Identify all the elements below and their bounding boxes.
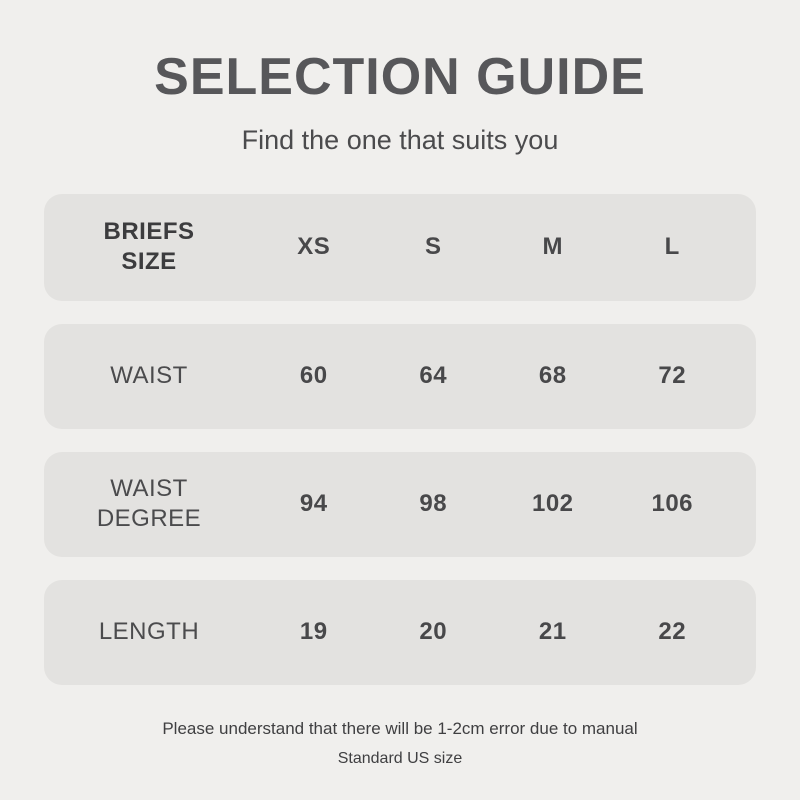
waist-value-m: 68 xyxy=(538,362,567,390)
length-value-xs: 19 xyxy=(299,618,328,646)
waist-value-xs: 60 xyxy=(299,362,328,390)
size-header-l: L xyxy=(664,233,680,261)
length-value-s: 20 xyxy=(419,618,448,646)
table-row-length: LENGTH 19 20 21 22 xyxy=(44,579,756,685)
footer-error-note: Please understand that there will be 1-2… xyxy=(162,718,638,738)
page-subtitle: Find the one that suits you xyxy=(241,124,559,155)
waist-degree-value-m: 102 xyxy=(531,490,574,518)
footer-note: Please understand that there will be 1-2… xyxy=(162,719,637,768)
size-header-s: S xyxy=(424,233,442,261)
row-label-waist: WAIST xyxy=(110,362,188,390)
waist-degree-value-l: 106 xyxy=(651,490,694,518)
row-label-length: LENGTH xyxy=(98,618,200,646)
footer-standard-size-note: Standard US size xyxy=(337,749,463,767)
waist-degree-value-s: 98 xyxy=(419,490,448,518)
waist-value-s: 64 xyxy=(419,362,448,390)
waist-degree-value-xs: 94 xyxy=(299,490,328,518)
length-value-l: 22 xyxy=(658,618,687,646)
table-row-waist-degree: WAIST DEGREE 94 98 102 106 xyxy=(44,451,756,557)
table-row-header: BRIEFS SIZE XS S M L xyxy=(44,193,756,301)
size-table: BRIEFS SIZE XS S M L WAIST 60 64 68 72 W… xyxy=(44,193,756,685)
waist-value-l: 72 xyxy=(658,362,687,390)
length-value-m: 21 xyxy=(538,618,567,646)
table-row-waist: WAIST 60 64 68 72 xyxy=(44,323,756,429)
size-header-xs: XS xyxy=(297,233,331,261)
size-header-m: M xyxy=(542,233,563,261)
page-title: SELECTION GUIDE xyxy=(154,48,646,106)
row-label-briefs-size: BRIEFS SIZE xyxy=(103,218,195,276)
row-label-waist-degree: WAIST DEGREE xyxy=(96,475,202,533)
